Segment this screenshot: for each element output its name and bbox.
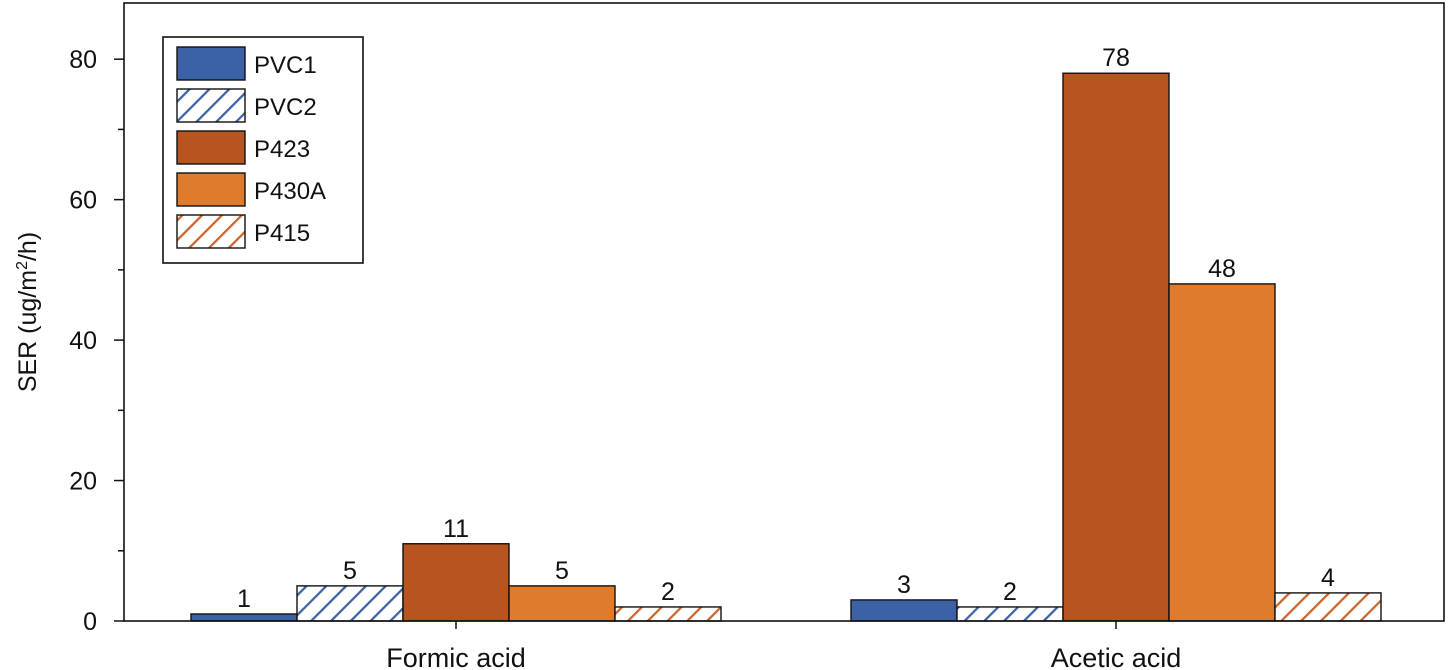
data-label-acetic-acid-p423: 78 (1102, 44, 1130, 72)
y-tick-label-0: 0 (83, 608, 97, 636)
data-labels: 1 5 11 5 2 3 2 78 48 4 (237, 44, 1335, 613)
legend: PVC1 PVC2 P423 P430A P415 (162, 36, 364, 264)
legend-swatch-pvc1 (176, 46, 246, 81)
legend-label-p423: P423 (254, 136, 310, 163)
data-label-acetic-acid-pvc1: 3 (897, 571, 911, 599)
bar-acetic-acid-pvc1 (850, 599, 958, 622)
y-tick-label-60: 60 (69, 187, 97, 215)
y-axis-label: SER (ug/m2/h) (14, 232, 42, 392)
bar-acetic-acid-p423 (1062, 72, 1170, 622)
bar-acetic-acid-p430a (1168, 283, 1276, 622)
legend-swatch-p430a (176, 172, 246, 207)
bar-formic-acid-pvc1 (190, 613, 298, 622)
bar-acetic-acid-p415 (1274, 592, 1382, 622)
data-label-formic-acid-p415: 2 (661, 578, 675, 606)
legend-label-p430a: P430A (254, 178, 326, 205)
y-tick-label-40: 40 (69, 327, 97, 355)
data-label-formic-acid-p430a: 5 (555, 557, 569, 585)
bar-formic-acid-pvc2 (296, 585, 404, 622)
bar-acetic-acid-pvc2 (956, 606, 1064, 622)
legend-label-pvc1: PVC1 (254, 52, 317, 79)
data-label-formic-acid-pvc2: 5 (343, 557, 357, 585)
y-tick-label-20: 20 (69, 468, 97, 496)
legend-swatch-p423 (176, 130, 246, 165)
plot-frame (123, 2, 1445, 622)
legend-swatch-pvc2 (176, 88, 246, 123)
axes (123, 2, 1445, 622)
bar-formic-acid-p423 (402, 543, 510, 622)
data-label-acetic-acid-p430a: 48 (1208, 255, 1236, 283)
x-category-label-formic-acid: Formic acid (386, 643, 526, 670)
legend-label-pvc2: PVC2 (254, 94, 317, 121)
data-label-formic-acid-p423: 11 (443, 515, 469, 543)
bars (190, 72, 1382, 622)
bar-formic-acid-p430a (508, 585, 616, 622)
legend-label-p415: P415 (254, 220, 310, 247)
data-label-acetic-acid-p415: 4 (1321, 564, 1335, 592)
data-label-formic-acid-pvc1: 1 (237, 585, 251, 613)
x-category-label-acetic-acid: Acetic acid (1051, 643, 1182, 670)
y-tick-label-80: 80 (69, 46, 97, 74)
x-axis-categories: Formic acid Acetic acid (386, 621, 1181, 670)
y-axis-ticks: 0 20 40 60 80 (69, 46, 124, 636)
y-axis-label-superscript: 2 (14, 261, 31, 270)
data-label-acetic-acid-pvc2: 2 (1003, 578, 1017, 606)
bar-formic-acid-p415 (614, 606, 722, 622)
legend-swatch-p415 (176, 214, 246, 249)
